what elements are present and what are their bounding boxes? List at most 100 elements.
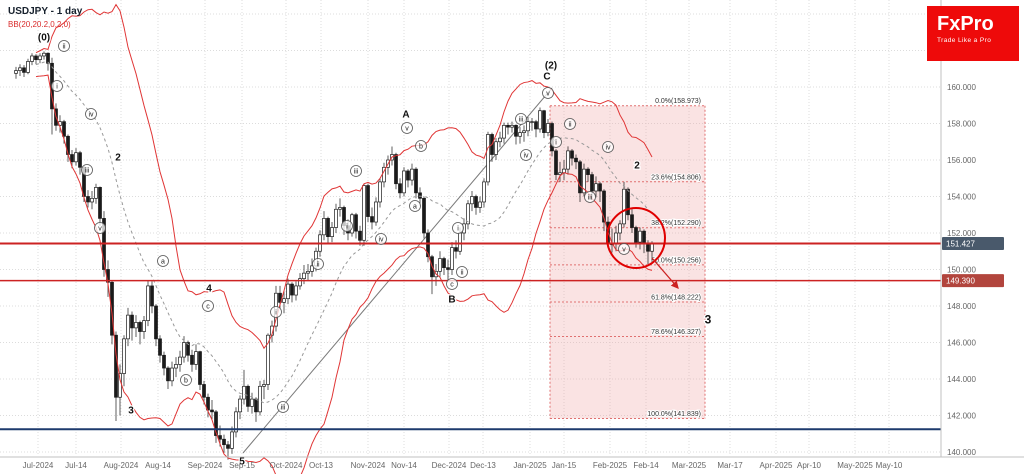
wave-label-circle: [456, 266, 468, 278]
x-axis-label: Sep-2024: [188, 461, 223, 470]
wave-label-circle: [542, 87, 554, 99]
fib-level-label: 100.0%(141.839): [647, 411, 701, 418]
wave-label-circle: [415, 140, 427, 152]
trend-line[interactable]: [242, 87, 553, 454]
wave-label-circle: [341, 220, 353, 232]
wave-label: iv: [523, 152, 529, 159]
wave-label-circle: [520, 149, 532, 161]
wave-label: v: [405, 125, 409, 132]
wave-label: iii: [588, 194, 593, 201]
wave-label: v: [622, 246, 626, 253]
x-axis-label: Nov-14: [391, 461, 417, 470]
y-axis-label: 154.000: [947, 193, 976, 202]
wave-label: iv: [88, 111, 94, 118]
x-axis-label: Jan-2025: [513, 461, 547, 470]
wave-label: (0): [38, 33, 50, 44]
wave-label-circle: [452, 222, 464, 234]
wave-label: ii: [62, 43, 66, 50]
x-axis-label: Jul-14: [65, 461, 87, 470]
wave-label: iii: [281, 404, 286, 411]
wave-label: ii: [568, 121, 572, 128]
wave-label-circle: [270, 306, 282, 318]
wave-label: A: [402, 110, 409, 121]
wave-label: c: [450, 281, 454, 288]
x-axis-label: Aug-14: [145, 461, 171, 470]
x-axis-label: Nov-2024: [351, 461, 386, 470]
x-axis-label: Mar-17: [717, 461, 743, 470]
wave-label: 4: [206, 284, 212, 295]
wave-label: i: [457, 225, 459, 232]
fibonacci-retracement[interactable]: 0.0%(158.973) 23.6%(154.806) 38.2%(152.290…: [549, 97, 706, 419]
price-badge-value: 149.390: [946, 277, 975, 286]
projection-arrow[interactable]: [651, 257, 679, 289]
x-axis-label: Sep-15: [229, 461, 255, 470]
x-axis-label: Feb-2025: [593, 461, 628, 470]
wave-label-circle: [85, 108, 97, 120]
wave-label: 2: [115, 153, 121, 164]
fib-level-label: 61.8%(148.222): [651, 294, 701, 301]
wave-label-circle: [94, 222, 106, 234]
wave-label-circle: [409, 200, 421, 212]
y-axis-label: 158.000: [947, 120, 976, 129]
wave-label: 3: [128, 406, 134, 417]
wave-label: iii: [85, 167, 90, 174]
wave-label: b: [184, 377, 188, 384]
price-badges: 151.427 149.390: [942, 236, 1004, 288]
fib-level-label: 50.0%(150.256): [651, 257, 701, 264]
wave-label: c: [206, 303, 210, 310]
wave-label: ii: [316, 261, 320, 268]
wave-label-circle: [58, 40, 70, 52]
wave-label-circle: [350, 165, 362, 177]
wave-label-circle: [51, 80, 63, 92]
indicator-label[interactable]: BB(20,20.2,0.2,0): [8, 20, 71, 29]
wave-label-circle: [515, 113, 527, 125]
wave-label: ii: [460, 269, 464, 276]
wave-label: 5: [239, 457, 245, 468]
wave-label-circle: [584, 191, 596, 203]
wave-label: i: [56, 83, 58, 90]
wave-label-circle: [180, 374, 192, 386]
wave-label: i: [555, 139, 557, 146]
wave-label: i: [346, 223, 348, 230]
wave-label: a: [161, 258, 165, 265]
wave-label: v: [98, 225, 102, 232]
wave-annotations: (0)iiiiviii2va4cb3iiii5iiiiiiivvAbaiiicB…: [37, 31, 713, 469]
wave-label: i: [275, 309, 277, 316]
x-axis-label: Oct-13: [309, 461, 334, 470]
y-axis-label: 160.000: [947, 83, 976, 92]
price-badge: [942, 236, 1004, 250]
x-axis-label: Apr-10: [797, 461, 822, 470]
x-axis-label: May-10: [876, 461, 903, 470]
wave-label-circle: [401, 122, 413, 134]
wave-label-circle: [157, 255, 169, 267]
horizontal-lines[interactable]: [0, 242, 941, 431]
x-axis-label: Mar-2025: [672, 461, 707, 470]
wave-label-circle: [602, 141, 614, 153]
x-axis-label: Jul-2024: [23, 461, 54, 470]
fib-level-label: 23.6%(154.806): [651, 174, 701, 181]
wave-label-circle: [277, 401, 289, 413]
chart-header: USDJPY - 1 day BB(20,20.2,0.2,0): [8, 6, 82, 29]
grid: [0, 0, 941, 456]
highlight-circle[interactable]: [606, 207, 666, 269]
x-axis: Jul-2024 Jul-14 Aug-2024 Aug-14 Sep-2024 Sep-…: [23, 461, 903, 470]
wave-label: v: [546, 90, 550, 97]
wave-label-circle: [446, 278, 458, 290]
wave-label: B: [448, 295, 455, 306]
wave-label-circle: [81, 164, 93, 176]
y-axis: 164.000162.000160.000158.000156.000154.0…: [0, 0, 1024, 458]
wave-label-circle: [375, 233, 387, 245]
y-axis-label: 144.000: [947, 375, 976, 384]
fxpro-logo-subtitle: Trade Like a Pro: [937, 37, 992, 44]
fib-level-label: 0.0%(158.973): [655, 98, 701, 105]
x-axis-label: Oct-2024: [270, 461, 303, 470]
wave-label: iv: [378, 236, 384, 243]
y-axis-label: 150.000: [947, 266, 976, 275]
wave-label-circle: [202, 300, 214, 312]
x-axis-label: Dec-2024: [432, 461, 467, 470]
wave-label: 2: [634, 161, 640, 172]
symbol-title: USDJPY - 1 day: [8, 6, 83, 17]
wave-label-circle: [618, 243, 630, 255]
